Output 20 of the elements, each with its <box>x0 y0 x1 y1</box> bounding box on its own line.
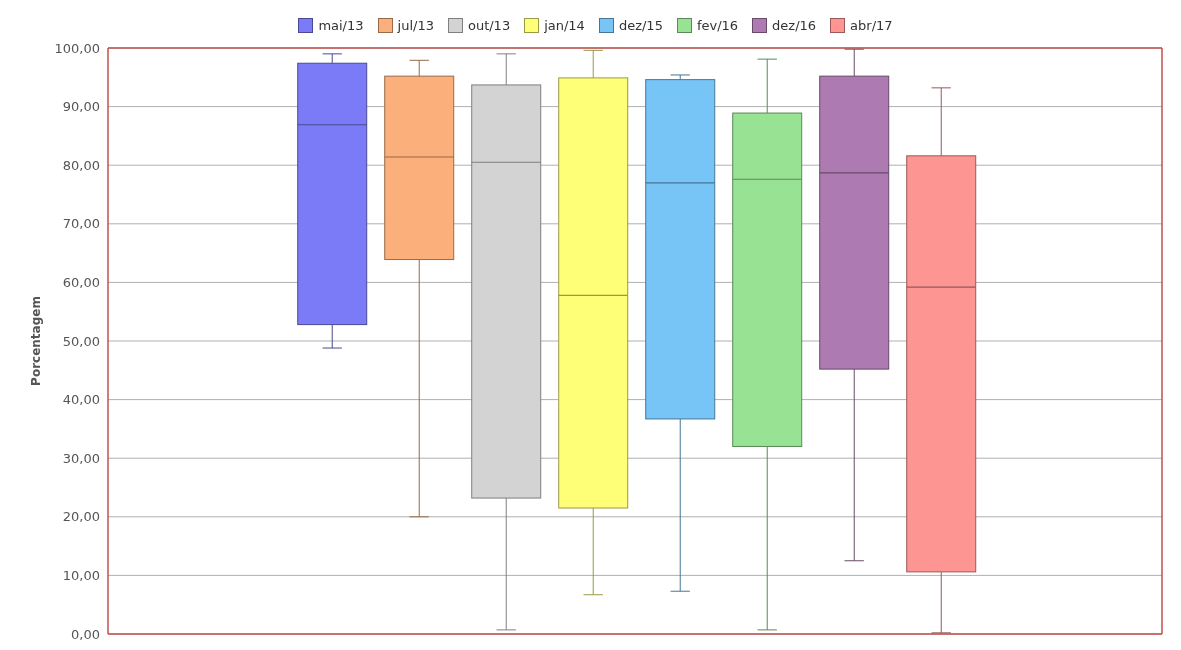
legend-label: out/13 <box>467 18 511 33</box>
legend-label: abr/17 <box>850 18 893 33</box>
legend-label: jul/13 <box>397 18 434 33</box>
y-tick-label: 40,00 <box>62 392 100 408</box>
legend-label: fev/16 <box>696 18 739 33</box>
legend-label: dez/15 <box>618 18 663 33</box>
y-tick-label: 70,00 <box>62 216 100 232</box>
y-tick-label: 10,00 <box>62 568 100 584</box>
y-tick-label: 100,00 <box>54 40 100 56</box>
y-tick-label: 30,00 <box>62 450 100 466</box>
y-tick-label: 20,00 <box>62 509 100 525</box>
y-tick-label: 0,00 <box>71 626 100 642</box>
legend-label: jan/14 <box>544 18 585 33</box>
legend-label: mai/13 <box>318 18 364 33</box>
y-tick-label: 80,00 <box>62 157 100 173</box>
legend-label: dez/16 <box>772 18 817 33</box>
y-axis-title: Porcentagem <box>29 296 44 386</box>
y-tick-label: 50,00 <box>62 333 100 349</box>
y-tick-label: 60,00 <box>62 275 100 291</box>
y-tick-label: 90,00 <box>62 99 100 115</box>
